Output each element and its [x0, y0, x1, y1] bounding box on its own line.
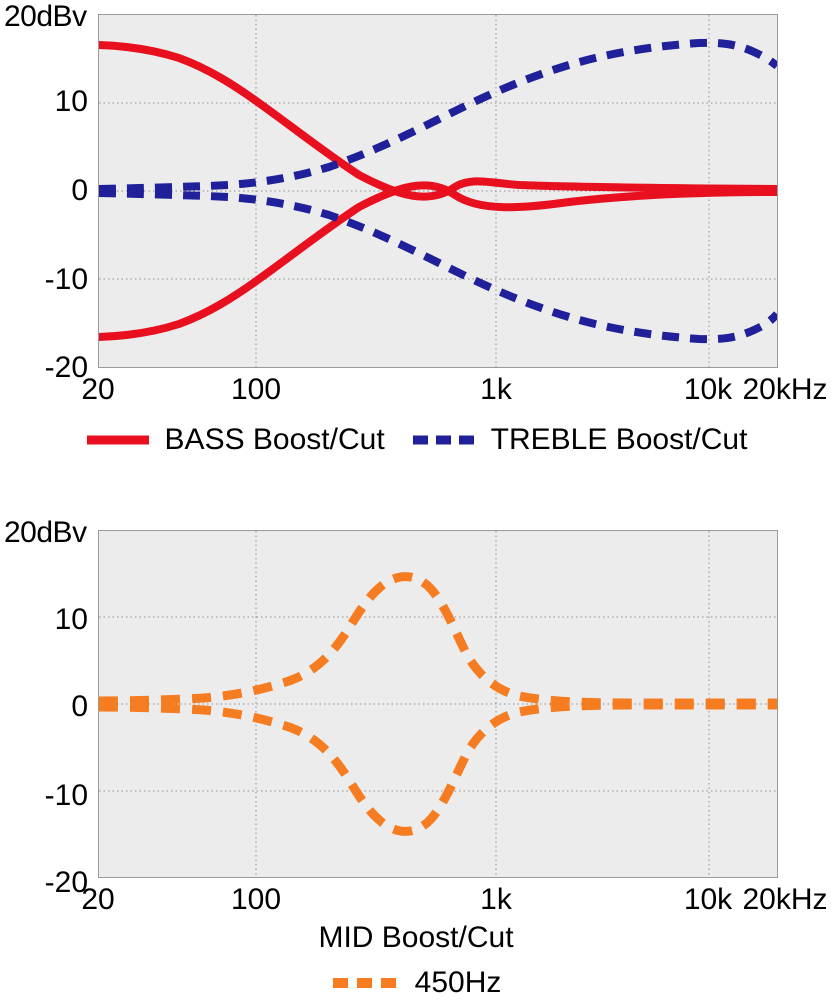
legend-top-chart: BASS Boost/Cut TREBLE Boost/Cut: [0, 424, 832, 456]
x-tick-10k-bottom-chart: 10k: [683, 883, 733, 916]
legend-swatch-treble-dashed-line-icon: [412, 435, 475, 445]
curve-bass-cut: [99, 181, 777, 341]
y-tick-minus20-bottom-chart: -20: [44, 866, 88, 899]
chart-bass-treble: 20dBv 10 0 -10 -20 20 100 1k 10k: [0, 0, 832, 456]
legend-item-mid-450hz[interactable]: 450Hz: [331, 966, 502, 999]
legend-item-treble[interactable]: TREBLE Boost/Cut: [411, 423, 748, 456]
legend-swatch-mid-dashed-line-icon: [332, 978, 399, 988]
y-tick-0-bottom-chart: 0: [71, 690, 88, 723]
legend-label-bass: BASS Boost/Cut: [164, 423, 385, 456]
y-tick-10-top-chart: 10: [54, 85, 88, 118]
plot-curves-bottom-chart: [99, 531, 777, 877]
curve-mid-boost: [99, 572, 777, 708]
y-tick-minus20-top-chart: -20: [44, 351, 88, 384]
x-tick-10k-top-chart: 10k: [683, 373, 733, 406]
x-tick-20-bottom-chart: 20: [81, 883, 115, 916]
curve-treble-boost: [99, 38, 777, 193]
x-tick-20-top-chart: 20: [81, 373, 115, 406]
plot-area-top-chart: [98, 14, 778, 368]
y-tick-10-bottom-chart: 10: [54, 603, 88, 636]
gridlines-bottom-chart: [99, 531, 777, 877]
x-tick-1k-top-chart: 1k: [480, 373, 512, 406]
legend-bottom-chart: 450Hz: [0, 968, 832, 998]
y-tick-0-top-chart: 0: [71, 174, 88, 207]
legend-item-bass[interactable]: BASS Boost/Cut: [85, 425, 385, 455]
chart-mid: 20dBv 10 0 -10 -20 20 100 1k 10k 20kHz M…: [0, 500, 832, 1000]
x-tick-20khz-bottom-chart: 20kHz: [742, 883, 828, 916]
x-axis-title-bottom-chart: MID Boost/Cut: [318, 921, 514, 954]
y-axis-top-label-bottom-chart: 20dBv: [4, 516, 87, 549]
y-axis-top-label-top-chart: 20dBv: [4, 0, 87, 33]
x-tick-100-top-chart: 100: [230, 373, 282, 406]
x-tick-100-bottom-chart: 100: [230, 883, 282, 916]
plot-area-bottom-chart: [98, 530, 778, 878]
y-tick-minus10-top-chart: -10: [44, 263, 88, 296]
legend-label-treble: TREBLE Boost/Cut: [490, 423, 748, 456]
x-tick-20khz-top-chart: 20kHz: [742, 373, 828, 406]
x-tick-1k-bottom-chart: 1k: [480, 883, 512, 916]
curve-treble-cut: [99, 189, 777, 344]
curve-bass-boost: [99, 41, 777, 201]
legend-swatch-bass-solid-line-icon: [86, 435, 149, 445]
legend-label-mid-450hz: 450Hz: [414, 966, 502, 999]
y-tick-minus10-bottom-chart: -10: [44, 779, 88, 812]
curve-mid-cut: [99, 700, 777, 836]
plot-curves-top-chart: [99, 15, 777, 367]
